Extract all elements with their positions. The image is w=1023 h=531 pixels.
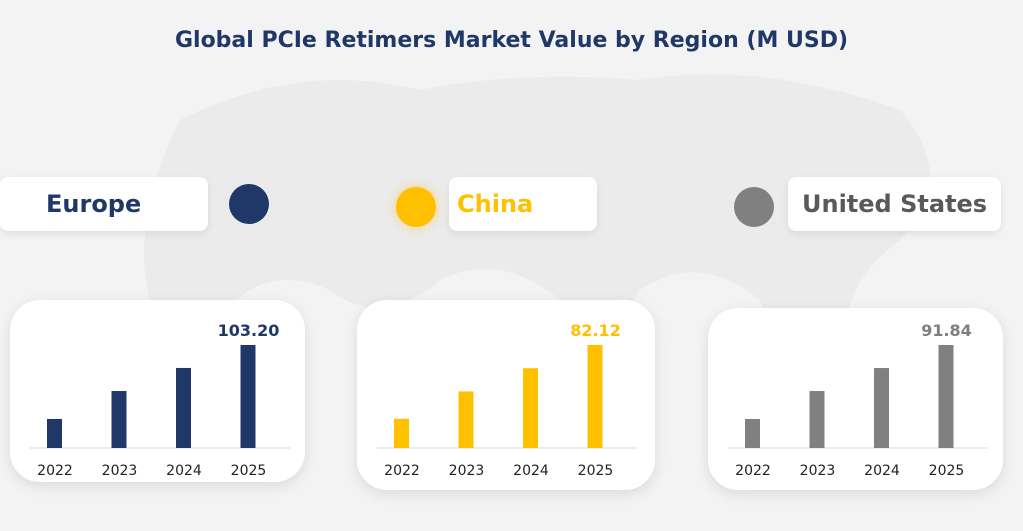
- chart-card-united-states: 2022 2023 2024 2025 91.84: [708, 308, 1003, 490]
- bar-2023: [809, 391, 825, 448]
- legend-dot-united-states: [734, 187, 774, 227]
- tick-label: 2022: [735, 463, 771, 479]
- bar-2023: [458, 391, 474, 448]
- legend-dot-china: [396, 187, 436, 227]
- legend-label-china: China: [449, 177, 597, 231]
- legend-label-united-states: United States: [788, 177, 1001, 231]
- chart-card-europe: 2022 2023 2024 2025 103.20: [10, 300, 305, 482]
- bar-2025: [240, 345, 256, 448]
- tick-label: 2022: [37, 463, 73, 479]
- tick-label: 2024: [166, 463, 202, 479]
- bar-2024: [523, 368, 538, 448]
- tick-label: 2025: [231, 463, 267, 479]
- tick-label: 2023: [449, 463, 485, 479]
- bar-2022: [47, 418, 62, 448]
- data-label: 103.20: [218, 321, 280, 340]
- legend-dot-europe: [229, 184, 269, 224]
- chart-card-china: 2022 2023 2024 2025 82.12: [357, 300, 655, 490]
- legend-label-europe: Europe: [0, 177, 208, 231]
- bar-2024: [176, 367, 191, 448]
- tick-label: 2024: [513, 463, 549, 479]
- bar-2025: [938, 345, 954, 448]
- data-label: 91.84: [921, 321, 972, 340]
- bar-2022: [745, 418, 760, 448]
- tick-label: 2023: [800, 463, 836, 479]
- tick-label: 2025: [929, 463, 965, 479]
- tick-label: 2025: [578, 463, 614, 479]
- tick-label: 2023: [102, 463, 138, 479]
- tick-label: 2024: [864, 463, 900, 479]
- bar-2024: [874, 368, 889, 448]
- data-label: 82.12: [570, 321, 621, 340]
- bar-2025: [587, 345, 603, 448]
- chart-title: Global PCIe Retimers Market Value by Reg…: [174, 28, 849, 53]
- bar-2022: [394, 418, 409, 448]
- bar-2023: [111, 391, 127, 448]
- tick-label: 2022: [384, 463, 420, 479]
